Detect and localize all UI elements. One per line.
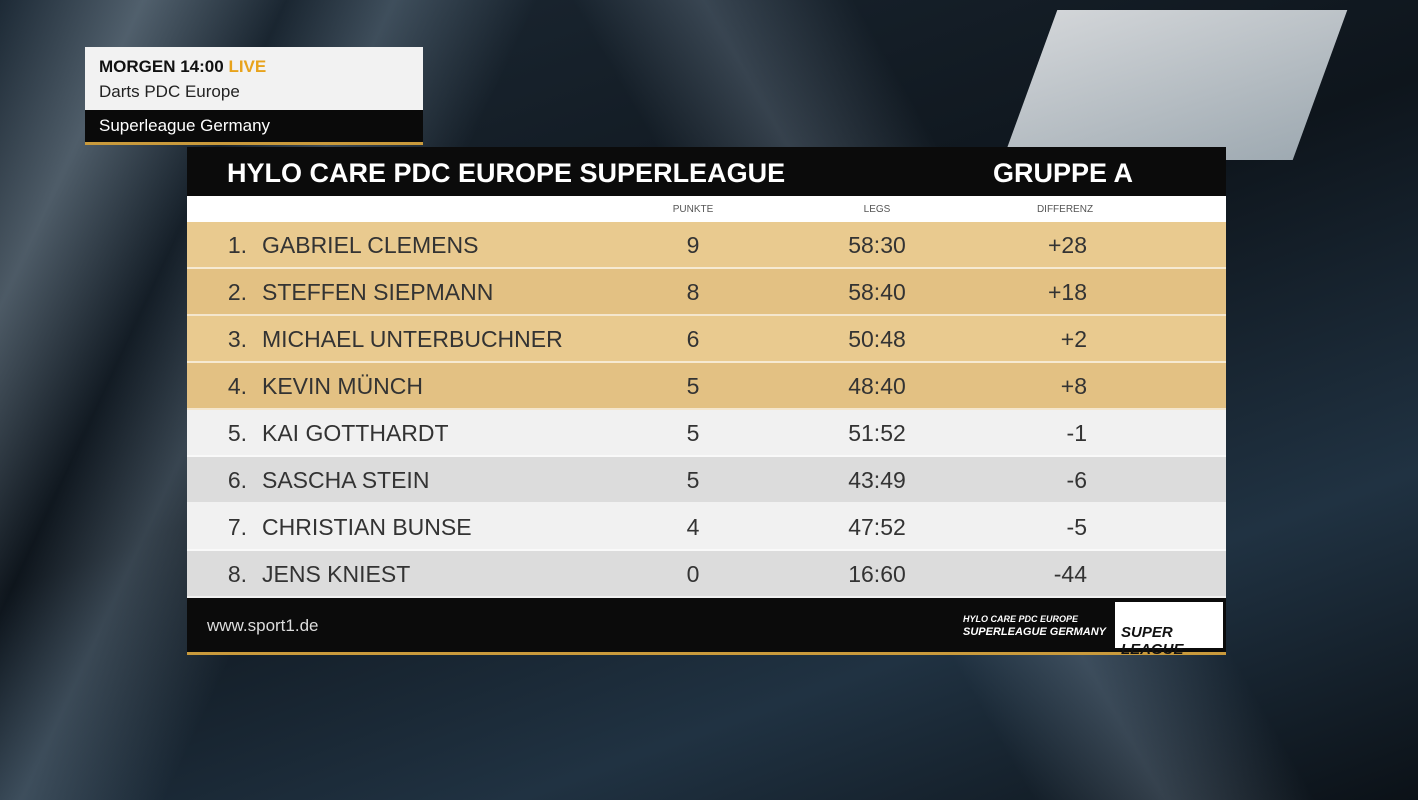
player-name: CHRISTIAN BUNSE bbox=[262, 514, 472, 540]
legs: 48:40 bbox=[848, 373, 906, 399]
rank: 5. bbox=[227, 420, 247, 446]
column-header: PUNKTE bbox=[672, 204, 714, 215]
promo-time-line: MORGEN 14:00 LIVE bbox=[99, 57, 266, 77]
difference: +8 bbox=[1060, 373, 1087, 399]
rank: 8. bbox=[227, 561, 247, 587]
live-label: LIVE bbox=[228, 57, 267, 76]
legs: 16:60 bbox=[848, 561, 906, 587]
difference: -44 bbox=[1053, 561, 1087, 587]
rank: 4. bbox=[227, 373, 247, 399]
logo-box: SUPER LEAGUE bbox=[1115, 602, 1223, 658]
table-header-bar: HYLO CARE PDC EUROPE SUPERLEAGUE GRUPPE … bbox=[187, 147, 1226, 196]
rank: 7. bbox=[227, 514, 247, 540]
group-label: GRUPPE A bbox=[993, 158, 1134, 188]
points: 9 bbox=[686, 232, 700, 258]
standings-table: PUNKTE LEGS DIFFERENZ 1. GABRIEL CLEMENS 9 58:… bbox=[187, 196, 1226, 598]
points: 5 bbox=[686, 373, 700, 399]
difference: -5 bbox=[1066, 514, 1087, 540]
table-row: 8. JENS KNIEST 0 16:60 -44 bbox=[187, 551, 1226, 598]
table-row: 1. GABRIEL CLEMENS 9 58:30 +28 bbox=[187, 222, 1226, 269]
player-name: KEVIN MÜNCH bbox=[262, 373, 424, 399]
table-row: 7. CHRISTIAN BUNSE 4 47:52 -5 bbox=[187, 504, 1226, 551]
points: 4 bbox=[686, 514, 700, 540]
column-header: DIFFERENZ bbox=[1036, 204, 1094, 215]
column-header: LEGS bbox=[863, 204, 891, 215]
promo-time: MORGEN 14:00 bbox=[99, 57, 224, 76]
table-row: 6. SASCHA STEIN 5 43:49 -6 bbox=[187, 457, 1226, 504]
player-name: KAI GOTTHARDT bbox=[262, 420, 449, 446]
legs: 58:30 bbox=[848, 232, 906, 258]
difference: +18 bbox=[1047, 279, 1087, 305]
promo-program: Darts PDC Europe bbox=[99, 82, 240, 101]
points: 5 bbox=[686, 467, 700, 493]
difference: -6 bbox=[1066, 467, 1087, 493]
table-row: 5. KAI GOTTHARDT 5 51:52 -1 bbox=[187, 410, 1226, 457]
promo-subtitle: Superleague Germany bbox=[99, 116, 271, 135]
table-row: 2. STEFFEN SIEPMANN 8 58:40 +18 bbox=[187, 269, 1226, 316]
table-row: 3. MICHAEL UNTERBUCHNER 6 50:48 +2 bbox=[187, 316, 1226, 363]
website: www.sport1.de bbox=[207, 616, 319, 635]
rank: 6. bbox=[227, 467, 247, 493]
dart-graphic bbox=[1002, 10, 1348, 160]
points: 5 bbox=[686, 420, 700, 446]
points: 6 bbox=[686, 326, 700, 352]
footer-bar: www.sport1.de HYLO CARE PDC EUROPE SUPER… bbox=[187, 598, 1226, 658]
promo-box: MORGEN 14:00 LIVE Darts PDC Europe bbox=[85, 47, 423, 110]
legs: 51:52 bbox=[848, 420, 906, 446]
rank: 1. bbox=[227, 232, 247, 258]
difference: -1 bbox=[1066, 420, 1087, 446]
table-row: 4. KEVIN MÜNCH 5 48:40 +8 bbox=[187, 363, 1226, 410]
table-title: HYLO CARE PDC EUROPE SUPERLEAGUE bbox=[227, 158, 786, 188]
player-name: SASCHA STEIN bbox=[262, 467, 430, 493]
player-name: MICHAEL UNTERBUCHNER bbox=[262, 326, 563, 352]
league-line: SUPERLEAGUE GERMANY bbox=[963, 626, 1107, 638]
rank: 2. bbox=[227, 279, 247, 305]
promo-bar: Superleague Germany bbox=[85, 110, 423, 145]
difference: +2 bbox=[1060, 326, 1087, 352]
difference: +28 bbox=[1047, 232, 1087, 258]
player-name: STEFFEN SIEPMANN bbox=[262, 279, 494, 305]
legs: 50:48 bbox=[848, 326, 906, 352]
rank: 3. bbox=[227, 326, 247, 352]
legs: 43:49 bbox=[848, 467, 906, 493]
legs: 58:40 bbox=[848, 279, 906, 305]
player-name: GABRIEL CLEMENS bbox=[262, 232, 479, 258]
logo-text: SUPER LEAGUE bbox=[1121, 624, 1184, 658]
points: 8 bbox=[686, 279, 700, 305]
player-name: JENS KNIEST bbox=[262, 561, 411, 587]
legs: 47:52 bbox=[848, 514, 906, 540]
league-line: HYLO CARE PDC EUROPE bbox=[963, 614, 1079, 624]
points: 0 bbox=[686, 561, 700, 587]
